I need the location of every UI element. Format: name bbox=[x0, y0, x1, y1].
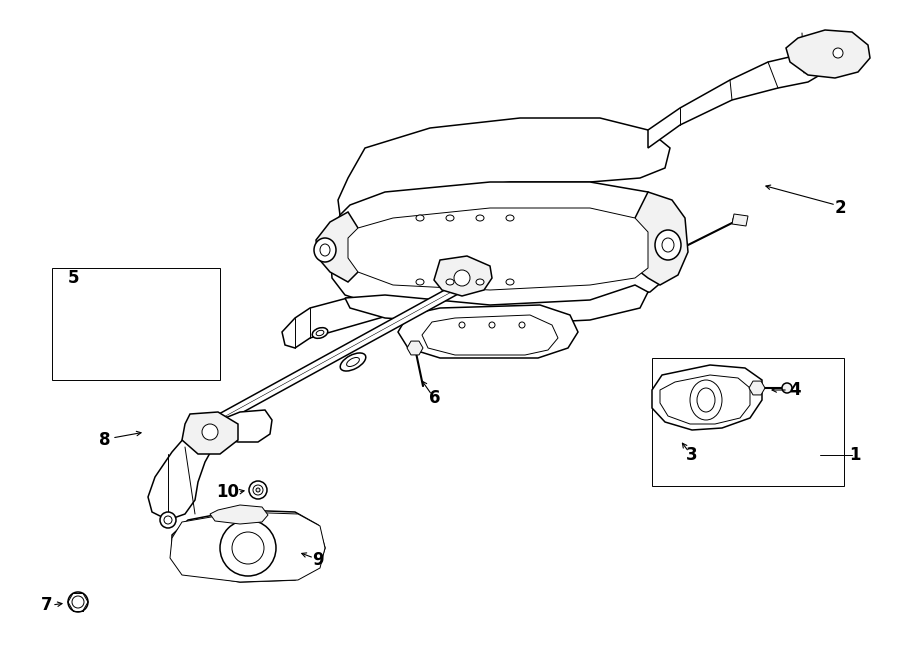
Polygon shape bbox=[398, 305, 578, 358]
Ellipse shape bbox=[346, 357, 359, 367]
Text: 7: 7 bbox=[41, 596, 53, 614]
Ellipse shape bbox=[220, 520, 276, 576]
Text: 8: 8 bbox=[99, 431, 111, 449]
Ellipse shape bbox=[782, 383, 792, 393]
Ellipse shape bbox=[202, 424, 218, 440]
Ellipse shape bbox=[476, 215, 484, 221]
Ellipse shape bbox=[320, 244, 330, 256]
Ellipse shape bbox=[733, 216, 743, 224]
Ellipse shape bbox=[506, 215, 514, 221]
Polygon shape bbox=[172, 510, 325, 582]
Ellipse shape bbox=[454, 270, 470, 286]
Text: 3: 3 bbox=[686, 446, 698, 464]
Polygon shape bbox=[434, 256, 492, 296]
Text: 5: 5 bbox=[68, 269, 79, 287]
Ellipse shape bbox=[314, 238, 336, 262]
Ellipse shape bbox=[160, 512, 176, 528]
Polygon shape bbox=[215, 410, 272, 442]
Polygon shape bbox=[148, 437, 215, 520]
Ellipse shape bbox=[476, 279, 484, 285]
Ellipse shape bbox=[340, 353, 365, 371]
Polygon shape bbox=[749, 381, 765, 395]
Polygon shape bbox=[182, 412, 238, 454]
Ellipse shape bbox=[409, 342, 421, 354]
Polygon shape bbox=[345, 285, 648, 325]
Text: 9: 9 bbox=[312, 551, 324, 569]
Ellipse shape bbox=[416, 279, 424, 285]
Ellipse shape bbox=[316, 330, 324, 336]
Ellipse shape bbox=[446, 215, 454, 221]
Ellipse shape bbox=[833, 48, 843, 58]
Ellipse shape bbox=[164, 516, 172, 524]
Ellipse shape bbox=[519, 322, 525, 328]
Ellipse shape bbox=[489, 322, 495, 328]
Polygon shape bbox=[732, 214, 748, 226]
Bar bbox=[52, 268, 220, 380]
Ellipse shape bbox=[446, 279, 454, 285]
Polygon shape bbox=[338, 118, 670, 220]
Ellipse shape bbox=[690, 380, 722, 420]
Ellipse shape bbox=[459, 322, 465, 328]
Polygon shape bbox=[422, 315, 558, 355]
Text: 10: 10 bbox=[217, 483, 239, 501]
Polygon shape bbox=[786, 30, 870, 78]
Text: 6: 6 bbox=[429, 389, 441, 407]
Polygon shape bbox=[660, 375, 750, 424]
Ellipse shape bbox=[312, 328, 328, 338]
Text: 4: 4 bbox=[789, 381, 801, 399]
Ellipse shape bbox=[697, 388, 715, 412]
Polygon shape bbox=[170, 512, 325, 582]
Polygon shape bbox=[458, 248, 545, 288]
Polygon shape bbox=[220, 285, 457, 422]
Polygon shape bbox=[348, 208, 648, 290]
Polygon shape bbox=[210, 505, 268, 524]
Ellipse shape bbox=[416, 215, 424, 221]
Polygon shape bbox=[652, 365, 762, 430]
Polygon shape bbox=[635, 192, 688, 285]
Ellipse shape bbox=[256, 488, 260, 492]
Ellipse shape bbox=[662, 238, 674, 252]
Polygon shape bbox=[648, 55, 825, 148]
Ellipse shape bbox=[232, 532, 264, 564]
Ellipse shape bbox=[655, 230, 681, 260]
Polygon shape bbox=[330, 182, 670, 308]
Text: 1: 1 bbox=[850, 446, 860, 464]
Ellipse shape bbox=[68, 592, 88, 612]
Polygon shape bbox=[316, 212, 358, 282]
Ellipse shape bbox=[506, 279, 514, 285]
Ellipse shape bbox=[501, 260, 517, 276]
Polygon shape bbox=[407, 341, 423, 355]
Text: 2: 2 bbox=[834, 199, 846, 217]
Ellipse shape bbox=[249, 481, 267, 499]
Ellipse shape bbox=[253, 485, 263, 495]
Ellipse shape bbox=[72, 596, 84, 608]
Bar bbox=[652, 358, 844, 486]
Polygon shape bbox=[282, 262, 535, 348]
